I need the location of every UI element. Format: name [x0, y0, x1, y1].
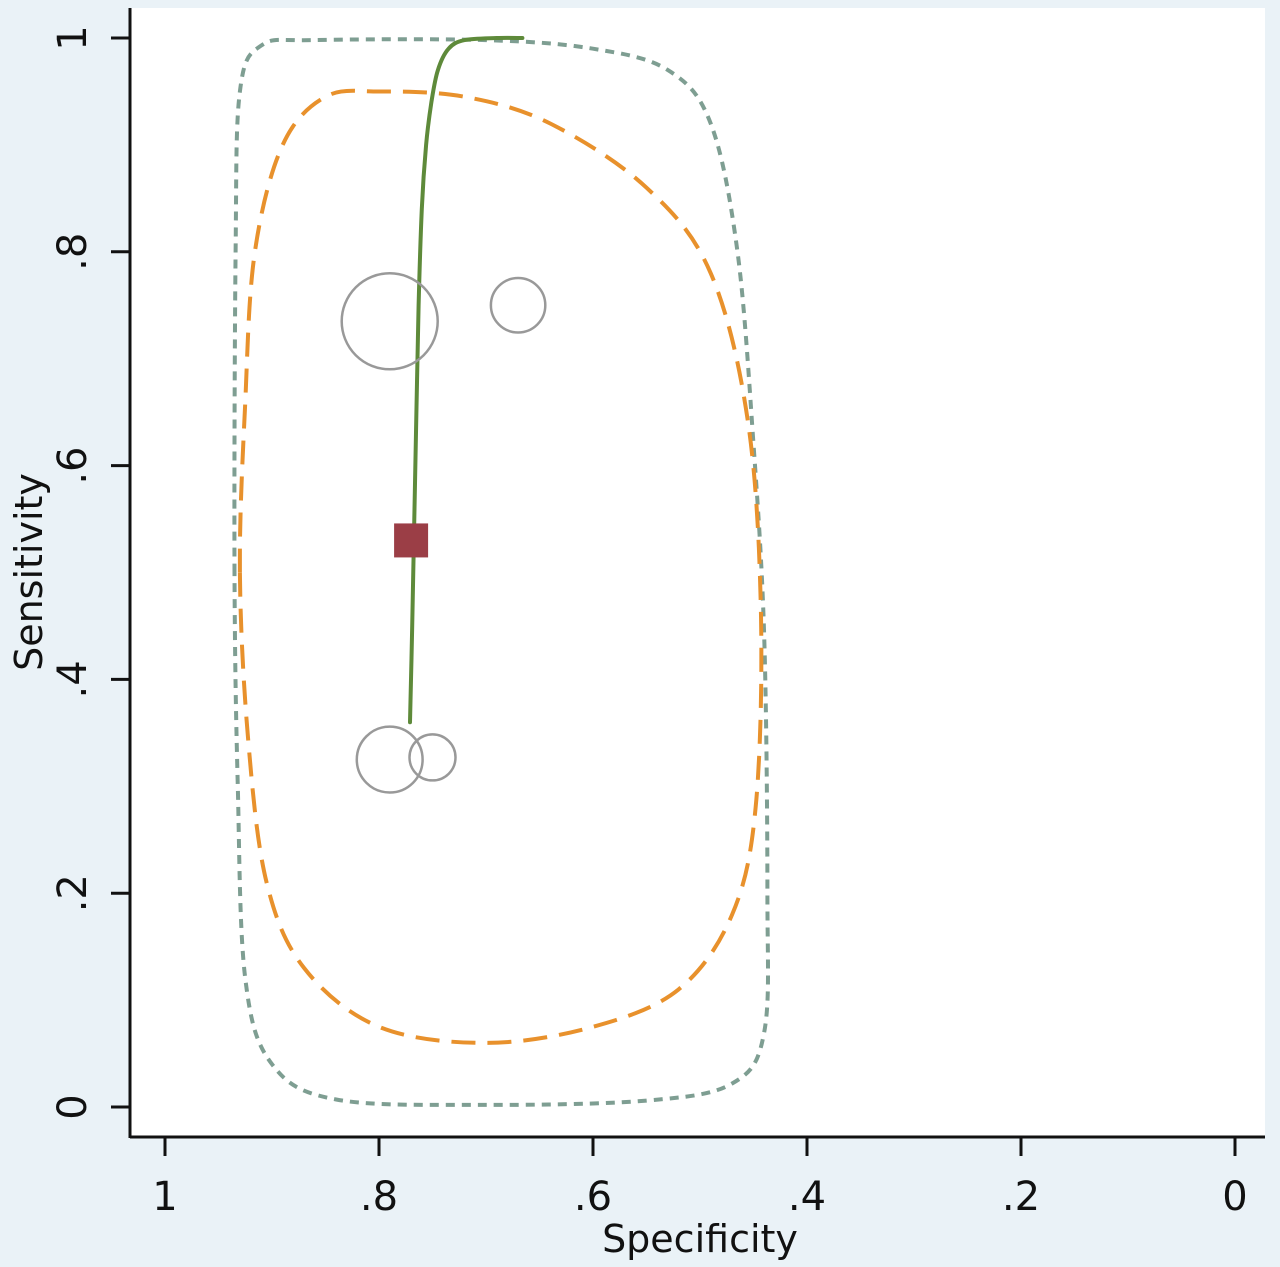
points-layer — [340, 272, 547, 794]
study-point-1 — [340, 272, 439, 371]
x-axis-title: Specificity — [602, 1217, 798, 1261]
x-tick-label: .2 — [1002, 1174, 1040, 1220]
y-tick-label: .2 — [50, 874, 96, 912]
x-tick-label: .8 — [360, 1174, 398, 1220]
x-tick-label: .6 — [574, 1174, 612, 1220]
study-point-2 — [489, 276, 547, 334]
x-tick-label: 1 — [152, 1174, 177, 1220]
y-tick-label: .4 — [50, 660, 96, 698]
summary-point — [394, 523, 429, 558]
confidence-region — [237, 88, 764, 1045]
study-point-3 — [355, 725, 424, 794]
y-tick-label: 0 — [50, 1094, 96, 1119]
y-ticks: 0 .2 .4 .6 .8 1 — [50, 25, 130, 1120]
y-tick-label: .8 — [50, 233, 96, 271]
y-tick-label: 1 — [50, 25, 96, 50]
study-point-4 — [408, 733, 457, 782]
y-axis-title: Sensitivity — [7, 473, 51, 671]
x-ticks: 1 .8 .6 .4 .2 0 — [152, 1137, 1248, 1220]
y-tick-label: .6 — [50, 447, 96, 485]
regions-layer — [232, 37, 771, 1107]
x-tick-label: .4 — [788, 1174, 826, 1220]
plot-area — [130, 8, 1265, 1136]
x-tick-label: 0 — [1222, 1174, 1247, 1220]
